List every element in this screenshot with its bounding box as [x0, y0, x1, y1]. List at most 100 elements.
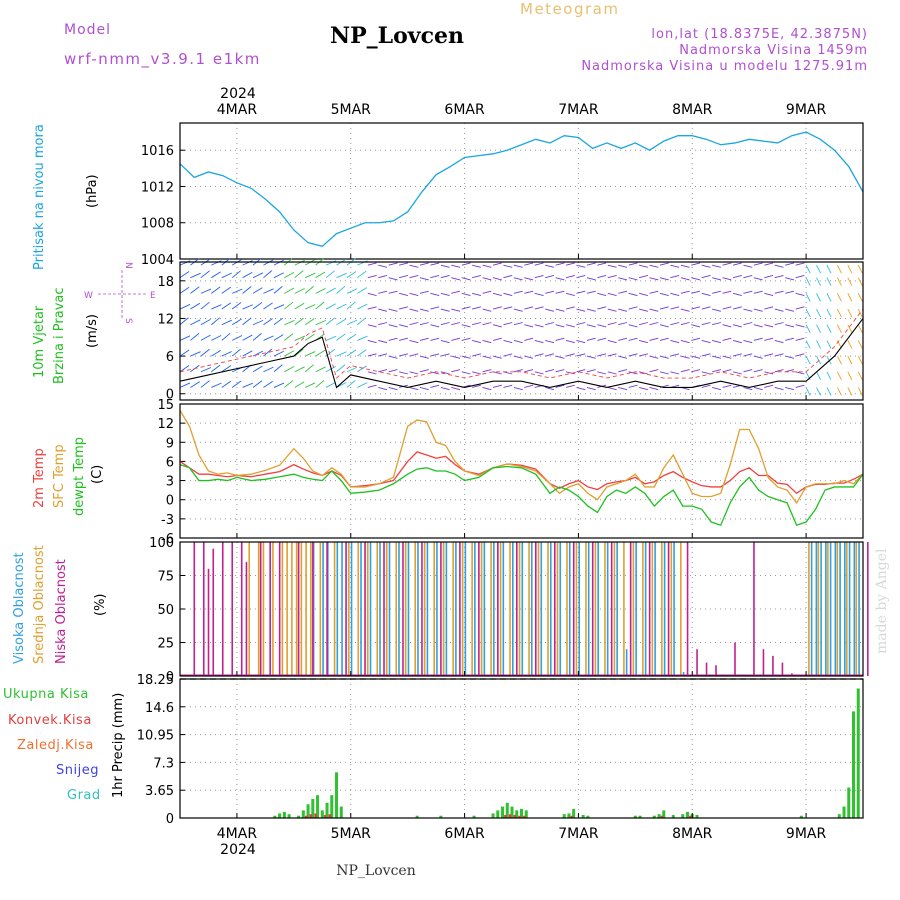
wind-barb [419, 355, 429, 359]
wind-barb [565, 306, 575, 310]
cloud-high-bar [578, 542, 581, 676]
wind-barb [534, 371, 544, 375]
wind-barb [179, 382, 191, 388]
wind-barb [712, 355, 722, 359]
wind-barb [857, 371, 863, 380]
wind-barb [659, 337, 669, 341]
wind-barb [712, 339, 722, 344]
wind-barb [472, 371, 482, 375]
wind-barb [325, 317, 335, 326]
wind-barb [357, 365, 367, 373]
wind-barb [461, 292, 471, 297]
wind-barb [346, 366, 358, 373]
wind-barb [482, 264, 492, 268]
cloud-mid-bar [300, 542, 303, 676]
precip-total-bar [567, 813, 571, 818]
precip-total-bar [524, 810, 528, 818]
wind-barb [284, 272, 295, 279]
cloud-mid-bar [855, 542, 858, 676]
cloud-low-bar [245, 562, 248, 676]
wind-barb [753, 308, 763, 312]
y-tick-label: 100 [149, 536, 174, 551]
wind-barb [795, 324, 805, 328]
wind-barb [419, 308, 429, 312]
wind-barb [649, 290, 659, 294]
cloud-low-bar [667, 542, 670, 676]
wind-barb [399, 262, 408, 266]
wind-barb [252, 350, 264, 357]
cloud-low-bar [326, 542, 328, 676]
wind-barb [399, 353, 408, 357]
wind-barb [315, 366, 326, 373]
wind-barb [670, 275, 680, 279]
cloud-high-bar [568, 542, 571, 676]
wind-barb [357, 335, 368, 341]
wind-barb [618, 290, 628, 294]
cloud-mid-bar [651, 542, 654, 676]
wind-barb [785, 290, 795, 294]
precip-total-bar [491, 813, 495, 818]
wind-barb [805, 355, 811, 365]
wind-barb [200, 270, 210, 279]
temp-labels: 2m Temp SFC Temp dewpt Temp (C) [32, 437, 105, 516]
wind-barb [555, 369, 565, 373]
pressure-labels: Pritisak na nivou mora (hPa) [32, 124, 100, 270]
wind-barb [555, 308, 565, 312]
wind-barb [388, 369, 398, 373]
cloud-high-bar [810, 542, 813, 676]
cloud-high-bar [820, 542, 822, 676]
wind-barb [472, 292, 482, 297]
wind-barb [190, 302, 201, 310]
wind-barb [712, 387, 722, 391]
wind-barb [774, 369, 784, 373]
wind-barbs [179, 257, 863, 396]
cloud-low-bar [240, 542, 243, 676]
cloud-low-bar [629, 542, 632, 676]
wind-barb [701, 306, 711, 310]
y-tick-label: 18 [157, 275, 174, 290]
wind-barb [764, 275, 774, 279]
wind-barb [263, 302, 273, 310]
wind-barb [461, 324, 471, 328]
wind-barb [451, 308, 461, 312]
wind-barb [576, 387, 586, 391]
cloud-low-bar [534, 542, 537, 676]
wind-barb [847, 324, 853, 333]
cloud-low-bar [867, 542, 869, 676]
wind-barb [294, 288, 305, 294]
wind-barb [231, 348, 241, 357]
wind-barb [399, 306, 408, 310]
wind-barb [785, 277, 795, 281]
wind-barb [680, 339, 690, 344]
cloud-high-bar [474, 542, 476, 676]
cloud-high-bar [341, 542, 343, 676]
wind-barb [618, 337, 628, 341]
wind-barb [722, 306, 732, 310]
wind-barb [836, 293, 842, 302]
wind-barb [576, 369, 586, 373]
y-tick-label: 1016 [141, 144, 174, 159]
precip-total-bar [282, 811, 286, 818]
wind-barb [263, 380, 273, 388]
wind-barb [607, 339, 617, 344]
cloud-mid-bar [433, 542, 435, 676]
wind-barb [179, 304, 191, 310]
wind-barb [367, 292, 377, 297]
wind-barb [534, 292, 544, 297]
wind-barb [795, 306, 805, 310]
wind-barb [576, 290, 586, 294]
wind-barb [179, 335, 191, 341]
wind-title-1: 10m Vjetar [32, 305, 47, 378]
wind-barb [628, 292, 638, 297]
cloud-low-bar [648, 542, 651, 676]
wind-barb [618, 308, 628, 312]
y-tick-label: 0 [166, 388, 174, 403]
wind-barb [753, 387, 763, 391]
wind-barb [336, 303, 347, 310]
wind-barb [826, 355, 832, 365]
wind-barb [273, 272, 284, 279]
wind-barb [555, 324, 565, 328]
wind-barb [680, 369, 690, 373]
wind-barb [628, 324, 638, 328]
wind-barb [805, 340, 811, 349]
